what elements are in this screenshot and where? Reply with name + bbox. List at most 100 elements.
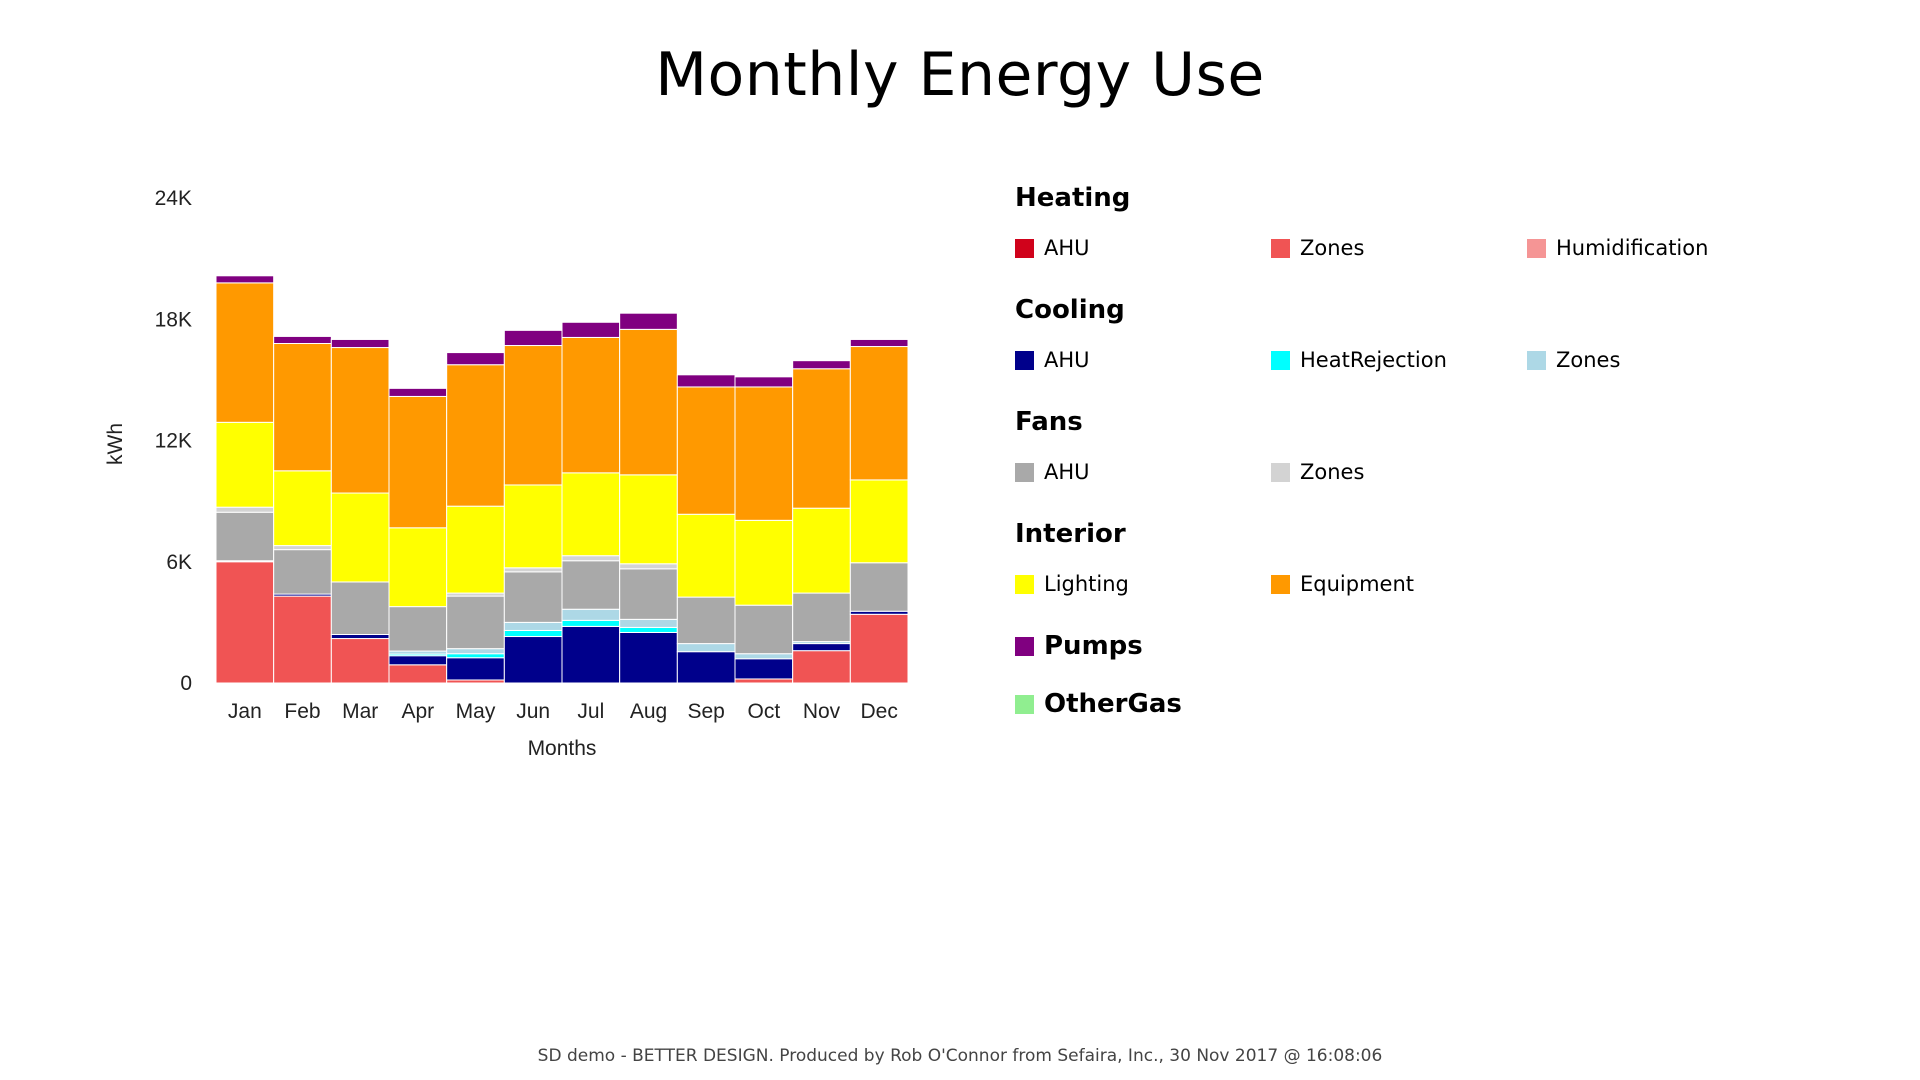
bar-segment-pumps-dec[interactable]	[849, 338, 909, 348]
x-tick-label: Mar	[342, 700, 378, 723]
bar-segment-fans_ahu-jan[interactable]	[215, 511, 275, 562]
bar-segment-cool_ahu-nov[interactable]	[792, 643, 851, 652]
bar-segment-heat_zones-jan[interactable]	[215, 561, 275, 684]
bar-segment-cool_zones-sep[interactable]	[676, 643, 736, 653]
bar-segment-fans_ahu-sep[interactable]	[676, 596, 736, 645]
bar-segment-fans_ahu-oct[interactable]	[734, 604, 794, 655]
y-tick-label: 18K	[155, 308, 192, 331]
bar-segment-pumps-aug[interactable]	[619, 312, 678, 330]
bar-segment-cool_hr-may[interactable]	[446, 653, 505, 659]
bar-segment-cool_ahu-may[interactable]	[446, 657, 505, 681]
bar-segment-equipment-nov[interactable]	[792, 368, 851, 509]
bar-segment-fans_zones-jun[interactable]	[503, 567, 563, 573]
bar-segment-cool_zones-jun[interactable]	[503, 621, 563, 631]
bar-segment-fans_ahu-aug[interactable]	[619, 568, 678, 620]
bar-segment-cool_ahu-sep[interactable]	[676, 651, 736, 684]
bar-segment-equipment-apr[interactable]	[388, 395, 448, 529]
bar-segment-fans_zones-jul[interactable]	[561, 555, 621, 562]
bar-segment-equipment-may[interactable]	[446, 364, 505, 507]
x-tick-label: Oct	[747, 700, 780, 723]
legend-item[interactable]: HeatRejection	[1271, 340, 1527, 380]
bar-segment-equipment-jun[interactable]	[503, 345, 563, 486]
bar-segment-heat_zones-mar[interactable]	[330, 638, 390, 684]
bar-segment-pumps-jan[interactable]	[215, 275, 275, 284]
bar-segment-fans_ahu-apr[interactable]	[388, 606, 448, 652]
bar-segment-heat_zones-feb[interactable]	[273, 595, 332, 684]
bar-segment-pumps-oct[interactable]	[734, 376, 794, 388]
bar-segment-equipment-mar[interactable]	[330, 347, 390, 494]
bar-segment-lighting-jun[interactable]	[503, 484, 563, 569]
bar-segment-cool_ahu-mar[interactable]	[330, 634, 390, 640]
bar-segment-lighting-apr[interactable]	[388, 527, 448, 608]
bar-segment-lighting-oct[interactable]	[734, 519, 794, 606]
bar-segment-equipment-oct[interactable]	[734, 386, 794, 521]
bar-segment-lighting-aug[interactable]	[619, 474, 678, 565]
legend-item[interactable]: AHU	[1015, 340, 1271, 380]
legend-row: AHU Zones	[1015, 452, 1835, 492]
bar-segment-cool_ahu-oct[interactable]	[734, 658, 794, 680]
legend-row: AHU HeatRejection Zones	[1015, 340, 1835, 380]
bar-segment-fans_ahu-mar[interactable]	[330, 581, 390, 636]
bar-segment-cool_zones-jul[interactable]	[561, 608, 621, 621]
bar-segment-lighting-dec[interactable]	[849, 479, 909, 564]
bar-segment-cool_zones-may[interactable]	[446, 648, 505, 655]
bar-segment-equipment-jul[interactable]	[561, 336, 621, 474]
bar-segment-fans_ahu-jul[interactable]	[561, 560, 621, 610]
bar-segment-cool_hr-jul[interactable]	[561, 619, 621, 627]
legend-item[interactable]: Zones	[1271, 228, 1527, 268]
bar-segment-lighting-nov[interactable]	[792, 507, 851, 594]
bar-segment-lighting-jan[interactable]	[215, 421, 275, 508]
bar-segment-equipment-aug[interactable]	[619, 328, 678, 476]
bar-segment-lighting-feb[interactable]	[273, 470, 332, 547]
bar-segment-cool_hr-aug[interactable]	[619, 626, 678, 633]
bar-segment-equipment-feb[interactable]	[273, 343, 332, 472]
bar-segment-lighting-mar[interactable]	[330, 492, 390, 583]
bar-segment-fans_zones-feb[interactable]	[273, 545, 332, 551]
y-tick-label: 12K	[155, 430, 192, 453]
bar-segment-equipment-sep[interactable]	[676, 386, 736, 515]
bar-segment-lighting-sep[interactable]	[676, 513, 736, 598]
legend-item[interactable]: Zones	[1271, 452, 1527, 492]
bar-segment-fans_zones-jan[interactable]	[215, 506, 275, 513]
legend-item[interactable]: AHU	[1015, 228, 1271, 268]
bar-segment-fans_ahu-dec[interactable]	[849, 562, 909, 612]
x-tick-label: Aug	[630, 700, 667, 723]
bar-segment-cool_zones-aug[interactable]	[619, 618, 678, 628]
bar-segment-cool_hr-jun[interactable]	[503, 629, 563, 638]
bar-segment-lighting-jul[interactable]	[561, 472, 621, 557]
legend-row: AHU Zones Humidification	[1015, 228, 1835, 268]
bar-segment-pumps-nov[interactable]	[792, 360, 851, 370]
bar-segment-pumps-apr[interactable]	[388, 387, 448, 397]
bar-segment-pumps-may[interactable]	[446, 352, 505, 366]
bar-segment-equipment-dec[interactable]	[849, 346, 909, 481]
legend-item-pumps[interactable]: Pumps	[1015, 630, 1835, 662]
bar-segment-pumps-jul[interactable]	[561, 321, 621, 338]
bar-segment-heat_zones-oct[interactable]	[734, 678, 794, 684]
bar-segment-equipment-jan[interactable]	[215, 282, 275, 423]
legend-item[interactable]: Zones	[1527, 340, 1783, 380]
bar-segment-heat_zones-dec[interactable]	[849, 613, 909, 684]
bar-segment-fans_ahu-may[interactable]	[446, 595, 505, 650]
bar-segment-cool_ahu-aug[interactable]	[619, 631, 678, 684]
bar-segment-pumps-feb[interactable]	[273, 335, 332, 344]
bar-segment-cool_ahu-jul[interactable]	[561, 625, 621, 684]
bar-segment-cool_zones-oct[interactable]	[734, 653, 794, 660]
legend-item-othergas[interactable]: OtherGas	[1015, 688, 1835, 720]
legend-item[interactable]: Lighting	[1015, 564, 1271, 604]
legend-item[interactable]: AHU	[1015, 452, 1271, 492]
x-axis-label: Months	[528, 737, 597, 760]
bar-segment-fans_ahu-jun[interactable]	[503, 571, 563, 623]
bar-segment-heat_zones-apr[interactable]	[388, 664, 448, 684]
bar-segment-heat_zones-nov[interactable]	[792, 650, 851, 684]
bar-segment-pumps-mar[interactable]	[330, 338, 390, 349]
bar-segment-fans_ahu-feb[interactable]	[273, 549, 332, 595]
bar-segment-pumps-sep[interactable]	[676, 374, 736, 388]
legend-item[interactable]: Equipment	[1271, 564, 1527, 604]
bar-segment-fans_zones-aug[interactable]	[619, 563, 678, 570]
legend-item[interactable]: Humidification	[1527, 228, 1783, 268]
bar-segment-pumps-jun[interactable]	[503, 329, 563, 347]
bar-segment-fans_ahu-nov[interactable]	[792, 592, 851, 643]
bar-segment-lighting-may[interactable]	[446, 505, 505, 594]
bar-segment-cool_ahu-apr[interactable]	[388, 655, 448, 666]
bar-segment-cool_ahu-jun[interactable]	[503, 636, 563, 684]
